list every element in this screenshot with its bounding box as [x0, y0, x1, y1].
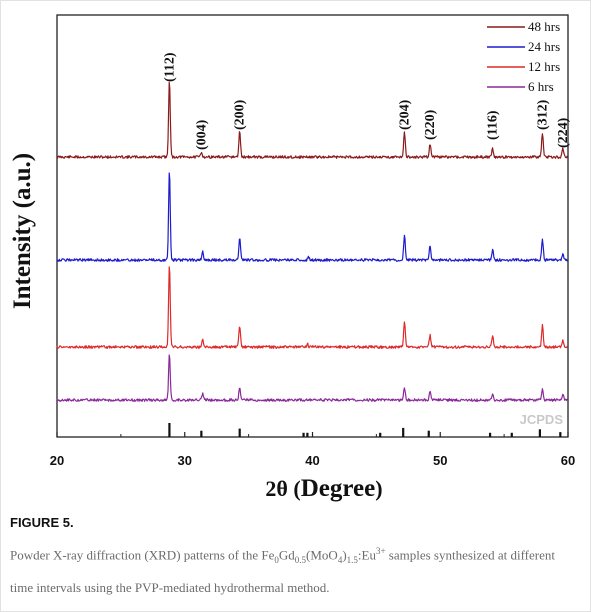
caption-subscript: 0	[274, 554, 279, 565]
reference-lines	[168, 423, 562, 437]
series-line-48-hrs	[56, 81, 569, 159]
caption-superscript: 3+	[375, 546, 386, 556]
legend-label: 48 hrs	[528, 19, 560, 34]
x-axis-label: 2θ (Degree)	[265, 475, 382, 502]
x-axis-ticks: 20 30 40 50 60	[50, 432, 575, 468]
miller-index-label: (312)	[535, 99, 550, 130]
reference-label: JCPDS	[520, 412, 564, 427]
miller-index-label: (204)	[397, 99, 412, 130]
miller-index-label: (004)	[194, 119, 209, 150]
x-tick-label: 50	[433, 453, 447, 468]
caption-text: samples synthesized at different time in…	[10, 547, 555, 595]
legend-label: 6 hrs	[528, 79, 554, 94]
caption-text: Powder X-ray diffraction (XRD) patterns …	[10, 547, 275, 563]
miller-index-label: (112)	[162, 52, 177, 82]
figure-caption: Powder X-ray diffraction (XRD) patterns …	[10, 538, 580, 601]
caption-text: (MoO	[306, 547, 338, 563]
legend-label: 12 hrs	[528, 59, 560, 74]
x-tick-label: 30	[178, 453, 192, 468]
y-axis-label: Intensity (a.u.)	[9, 153, 36, 309]
caption-text: )	[342, 547, 347, 563]
caption-subscript: 4	[337, 554, 343, 565]
x-tick-label: 40	[305, 453, 319, 468]
x-tick-label: 60	[561, 453, 575, 468]
legend-label: 24 hrs	[528, 39, 560, 54]
miller-index-label: (220)	[423, 109, 438, 140]
caption-subscript: 0.5	[294, 554, 307, 565]
x-tick-label: 20	[50, 453, 64, 468]
caption-text: Gd	[278, 547, 295, 563]
x-axis-label-prefix: 2θ (	[265, 476, 300, 501]
x-axis-label-suffix: )	[375, 476, 382, 501]
miller-index-label: (224)	[556, 117, 571, 148]
caption-text: :Eu	[357, 547, 376, 563]
series-traces	[56, 81, 569, 402]
plot-area	[56, 14, 569, 438]
miller-labels: (112) (004) (200) (204) (220) (116) (312) (224)	[162, 52, 570, 150]
caption-subscript: 1.5	[346, 554, 358, 565]
figure-label: FIGURE 5.	[10, 515, 74, 530]
miller-index-label: (116)	[486, 110, 501, 140]
series-line-6-hrs	[56, 354, 568, 402]
series-line-24-hrs	[56, 172, 569, 262]
legend: 48 hrs 24 hrs 12 hrs 6 hrs	[487, 19, 560, 94]
miller-index-label: (200)	[233, 99, 248, 130]
xrd-chart: JCPDS (112) (004) (200) (204) (220) (116) (312…	[9, 14, 575, 502]
x-axis-label-word: Degree	[301, 475, 376, 502]
series-line-12-hrs	[56, 266, 568, 349]
